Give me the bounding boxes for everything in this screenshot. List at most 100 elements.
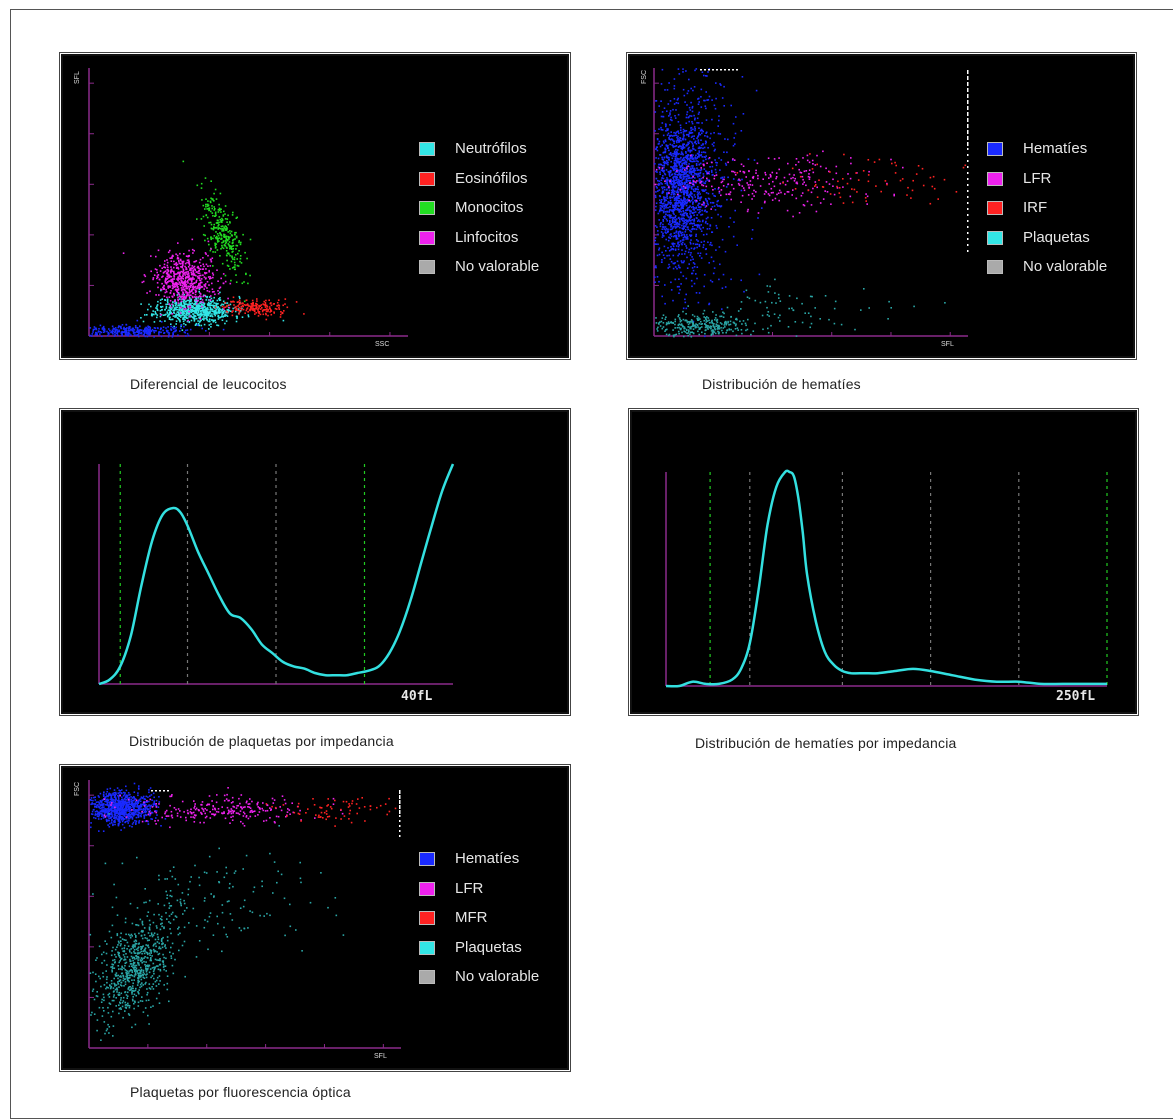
data-point: [657, 330, 659, 332]
data-point: [668, 255, 670, 257]
data-point: [239, 301, 241, 303]
data-point: [195, 291, 197, 293]
data-point: [916, 173, 918, 175]
data-point: [201, 286, 203, 288]
data-point: [704, 135, 706, 137]
data-point: [771, 302, 773, 304]
data-point: [663, 196, 665, 198]
data-point: [701, 241, 703, 243]
data-point: [188, 335, 190, 337]
data-point: [697, 253, 699, 255]
data-point: [680, 283, 682, 285]
data-point: [193, 261, 195, 263]
data-point: [179, 298, 181, 300]
data-point: [660, 325, 662, 327]
data-point: [689, 219, 691, 221]
data-point: [672, 173, 674, 175]
data-point: [205, 198, 207, 200]
data-point: [98, 818, 100, 820]
data-point: [696, 318, 698, 320]
data-point: [214, 313, 216, 315]
data-point: [700, 163, 702, 165]
data-point: [699, 328, 701, 330]
data-point: [687, 227, 689, 229]
data-point: [663, 165, 665, 167]
data-point: [692, 107, 694, 109]
data-point: [679, 219, 681, 221]
data-point: [689, 205, 691, 207]
data-point: [659, 196, 661, 198]
data-point: [216, 227, 218, 229]
threshold-tick: [736, 69, 738, 71]
data-point: [694, 190, 696, 192]
data-point: [188, 311, 190, 313]
data-point: [221, 309, 223, 311]
data-point: [221, 245, 223, 247]
data-point: [661, 296, 663, 298]
data-point: [691, 200, 693, 202]
data-point: [211, 283, 213, 285]
data-point: [683, 336, 685, 338]
data-point: [798, 169, 800, 171]
data-point: [705, 155, 707, 157]
data-point: [663, 322, 665, 324]
data-point: [196, 280, 198, 282]
data-point: [677, 168, 679, 170]
data-point: [180, 307, 182, 309]
data-point: [205, 268, 207, 270]
data-point: [695, 327, 697, 329]
data-point: [239, 261, 241, 263]
data-point: [173, 283, 175, 285]
data-point: [663, 205, 665, 207]
data-point: [672, 135, 674, 137]
data-point: [213, 224, 215, 226]
data-point: [278, 304, 280, 306]
threshold-tick: [967, 118, 969, 122]
threshold-tick: [967, 244, 969, 246]
data-point: [244, 304, 246, 306]
data-point: [681, 225, 683, 227]
data-point: [674, 324, 676, 326]
data-point: [714, 267, 716, 269]
data-point: [695, 157, 697, 159]
data-point: [703, 204, 705, 206]
data-point: [192, 252, 194, 254]
data-point: [118, 325, 120, 327]
data-point: [692, 176, 694, 178]
data-point: [705, 222, 707, 224]
data-point: [171, 304, 173, 306]
data-point: [671, 144, 673, 146]
data-point: [176, 283, 178, 285]
data-point: [707, 147, 709, 149]
legend-label: No valorable: [455, 258, 539, 275]
data-point: [710, 133, 712, 135]
data-point: [694, 228, 696, 230]
data-point: [215, 212, 217, 214]
data-point: [205, 330, 207, 332]
data-point: [240, 255, 242, 257]
data-point: [700, 214, 702, 216]
data-point: [695, 244, 697, 246]
data-point: [202, 257, 204, 259]
data-point: [691, 161, 693, 163]
data-point: [175, 304, 177, 306]
data-point: [181, 304, 183, 306]
data-point: [830, 193, 832, 195]
data-point: [851, 188, 853, 190]
data-point: [655, 184, 657, 186]
data-point: [703, 160, 705, 162]
data-point: [664, 107, 666, 109]
data-point: [130, 329, 132, 331]
data-point: [730, 324, 732, 326]
data-point: [219, 255, 221, 257]
data-point: [684, 167, 686, 169]
data-point: [248, 314, 250, 316]
data-point: [212, 257, 214, 259]
data-point: [183, 318, 185, 320]
data-point: [140, 801, 142, 803]
data-point: [705, 325, 707, 327]
data-point: [258, 315, 260, 317]
data-point: [741, 323, 743, 325]
data-point: [665, 226, 667, 228]
data-point: [730, 279, 732, 281]
